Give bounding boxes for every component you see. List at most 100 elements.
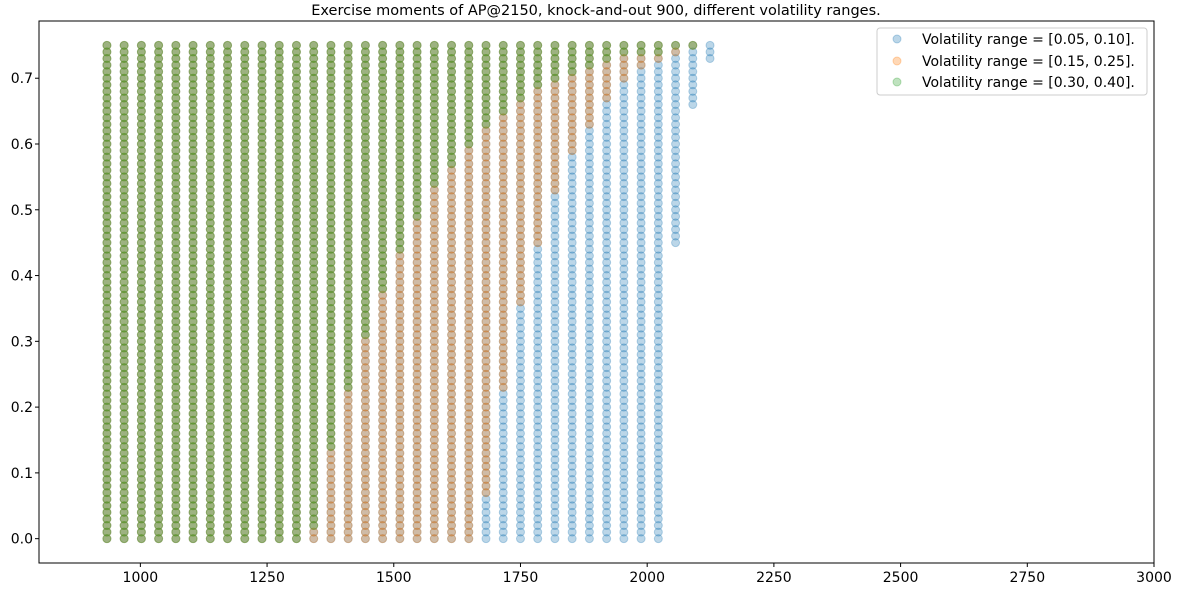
data-point <box>102 53 112 63</box>
data-point <box>154 297 164 307</box>
data-point <box>171 488 181 498</box>
data-point <box>188 507 198 517</box>
data-point <box>188 343 198 353</box>
data-point <box>102 428 112 438</box>
data-point <box>188 86 198 96</box>
data-point <box>188 152 198 162</box>
data-point <box>136 152 146 162</box>
data-point <box>119 165 129 175</box>
data-point <box>188 501 198 511</box>
data-point <box>136 271 146 281</box>
data-point <box>154 396 164 406</box>
data-point <box>154 225 164 235</box>
data-point <box>102 238 112 248</box>
data-point <box>154 402 164 412</box>
data-point <box>102 323 112 333</box>
data-point <box>171 435 181 445</box>
data-point <box>154 113 164 123</box>
data-point <box>102 369 112 379</box>
data-point <box>188 40 198 50</box>
data-point <box>136 336 146 346</box>
data-point <box>136 284 146 294</box>
data-point <box>154 106 164 116</box>
data-point <box>171 257 181 267</box>
data-point <box>154 152 164 162</box>
data-point <box>119 146 129 156</box>
data-point <box>102 264 112 274</box>
data-point <box>188 448 198 458</box>
data-point <box>154 244 164 254</box>
data-point <box>136 264 146 274</box>
data-point <box>171 284 181 294</box>
data-point <box>154 415 164 425</box>
data-point <box>171 336 181 346</box>
data-point <box>119 409 129 419</box>
data-point <box>102 80 112 90</box>
data-point <box>171 422 181 432</box>
data-point <box>154 126 164 136</box>
data-point <box>136 442 146 452</box>
data-point <box>154 455 164 465</box>
data-point <box>154 159 164 169</box>
data-point <box>136 290 146 300</box>
series-1-points <box>102 40 715 544</box>
data-point <box>136 277 146 287</box>
data-point <box>171 396 181 406</box>
data-point <box>119 264 129 274</box>
data-point <box>171 106 181 116</box>
data-point <box>188 494 198 504</box>
data-point <box>171 192 181 202</box>
data-point <box>102 244 112 254</box>
data-point <box>171 317 181 327</box>
data-point <box>154 284 164 294</box>
data-point <box>188 277 198 287</box>
data-point <box>136 455 146 465</box>
data-point <box>154 303 164 313</box>
data-point <box>171 67 181 77</box>
data-point <box>119 244 129 254</box>
data-point <box>119 514 129 524</box>
data-point <box>171 165 181 175</box>
data-point <box>119 363 129 373</box>
data-point <box>171 231 181 241</box>
data-point <box>119 231 129 241</box>
data-point <box>102 415 112 425</box>
data-point <box>102 501 112 511</box>
data-point <box>102 146 112 156</box>
data-point <box>136 113 146 123</box>
data-point <box>154 376 164 386</box>
data-point <box>119 488 129 498</box>
data-point <box>119 455 129 465</box>
data-point <box>136 86 146 96</box>
data-point <box>119 198 129 208</box>
data-point <box>171 310 181 320</box>
data-point <box>136 238 146 248</box>
data-point <box>171 139 181 149</box>
data-point <box>102 152 112 162</box>
data-point <box>154 264 164 274</box>
data-point <box>136 225 146 235</box>
data-point <box>119 481 129 491</box>
data-point <box>136 317 146 327</box>
data-point <box>154 349 164 359</box>
data-point <box>188 389 198 399</box>
data-point <box>119 119 129 129</box>
data-point <box>119 356 129 366</box>
data-point <box>136 132 146 142</box>
data-point <box>171 376 181 386</box>
data-point <box>188 119 198 129</box>
data-point <box>154 40 164 50</box>
data-point <box>102 132 112 142</box>
data-point <box>154 422 164 432</box>
data-point <box>154 330 164 340</box>
data-point <box>102 514 112 524</box>
data-point <box>102 422 112 432</box>
data-point <box>119 349 129 359</box>
data-point <box>102 481 112 491</box>
data-point <box>119 86 129 96</box>
data-point <box>102 409 112 419</box>
data-point <box>154 310 164 320</box>
data-point <box>102 455 112 465</box>
data-point <box>171 290 181 300</box>
data-point <box>171 448 181 458</box>
